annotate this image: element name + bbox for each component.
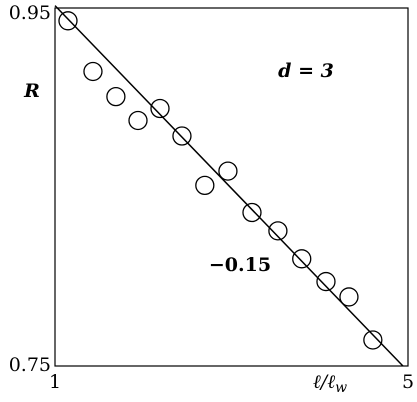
marker: [292, 249, 312, 269]
x-tick-label: 1: [49, 371, 61, 393]
annotation: d = 3: [278, 60, 334, 82]
y-tick-label: 0.95: [9, 2, 51, 24]
marker: [242, 202, 262, 223]
x-axis-label: ℓ/ℓw: [313, 371, 347, 396]
fit-line: [54, 5, 404, 367]
x-axis-label-base: ℓ/ℓ: [313, 371, 335, 393]
marker: [58, 11, 78, 31]
marker: [363, 330, 383, 350]
marker: [316, 271, 336, 292]
marker: [83, 61, 103, 82]
marker: [150, 98, 170, 119]
y-axis-label: R: [23, 80, 40, 102]
x-tick-label: 5: [402, 371, 414, 393]
marker: [195, 175, 215, 196]
annotation: −0.15: [209, 254, 271, 276]
plot-frame: [54, 7, 409, 367]
marker: [106, 86, 126, 107]
x-axis-label-sub: w: [335, 380, 347, 396]
y-tick-label: 0.75: [9, 354, 51, 376]
marker: [339, 287, 359, 307]
marker: [218, 161, 238, 181]
marker: [268, 221, 288, 241]
marker: [128, 110, 148, 131]
marker: [172, 126, 192, 146]
